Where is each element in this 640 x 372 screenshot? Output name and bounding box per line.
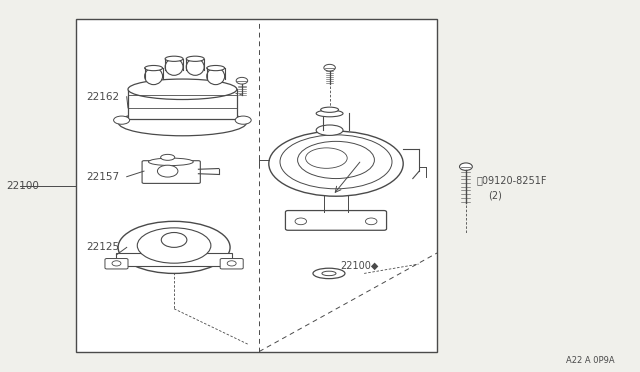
Ellipse shape bbox=[280, 135, 392, 189]
Polygon shape bbox=[116, 253, 232, 266]
Ellipse shape bbox=[321, 107, 339, 112]
Ellipse shape bbox=[186, 56, 204, 61]
Ellipse shape bbox=[236, 116, 252, 124]
Ellipse shape bbox=[316, 125, 343, 135]
Ellipse shape bbox=[138, 228, 211, 263]
Ellipse shape bbox=[165, 56, 183, 61]
Text: 22100: 22100 bbox=[6, 181, 39, 191]
Text: 22125: 22125 bbox=[86, 243, 120, 252]
Text: (2): (2) bbox=[488, 190, 502, 200]
Ellipse shape bbox=[165, 58, 183, 75]
Bar bbox=[76, 19, 437, 352]
Ellipse shape bbox=[316, 110, 343, 117]
Ellipse shape bbox=[322, 271, 336, 276]
Polygon shape bbox=[128, 89, 237, 119]
Ellipse shape bbox=[306, 148, 347, 168]
Ellipse shape bbox=[148, 158, 193, 166]
FancyBboxPatch shape bbox=[105, 259, 128, 269]
Circle shape bbox=[236, 77, 248, 84]
FancyBboxPatch shape bbox=[285, 211, 387, 230]
Text: 22162: 22162 bbox=[86, 92, 120, 102]
Ellipse shape bbox=[186, 58, 204, 75]
Ellipse shape bbox=[161, 232, 187, 247]
Ellipse shape bbox=[118, 110, 246, 136]
Ellipse shape bbox=[145, 65, 163, 71]
Text: Ⓐ09120-8251F: Ⓐ09120-8251F bbox=[477, 176, 547, 185]
Circle shape bbox=[157, 165, 178, 177]
Text: 22157: 22157 bbox=[86, 172, 120, 182]
Circle shape bbox=[295, 218, 307, 225]
Ellipse shape bbox=[118, 221, 230, 273]
Ellipse shape bbox=[161, 154, 175, 160]
Circle shape bbox=[324, 64, 335, 71]
FancyBboxPatch shape bbox=[220, 259, 243, 269]
Circle shape bbox=[460, 163, 472, 170]
Ellipse shape bbox=[145, 68, 163, 85]
Ellipse shape bbox=[269, 131, 403, 196]
Text: 22100◆: 22100◆ bbox=[340, 261, 379, 271]
Ellipse shape bbox=[128, 79, 237, 100]
Text: A22 A 0P9A: A22 A 0P9A bbox=[566, 356, 614, 365]
Circle shape bbox=[227, 261, 236, 266]
Ellipse shape bbox=[313, 268, 345, 279]
Circle shape bbox=[365, 218, 377, 225]
Ellipse shape bbox=[207, 65, 225, 71]
Ellipse shape bbox=[298, 141, 374, 179]
Ellipse shape bbox=[207, 68, 225, 85]
FancyBboxPatch shape bbox=[142, 161, 200, 183]
Ellipse shape bbox=[114, 116, 129, 124]
Circle shape bbox=[112, 261, 121, 266]
